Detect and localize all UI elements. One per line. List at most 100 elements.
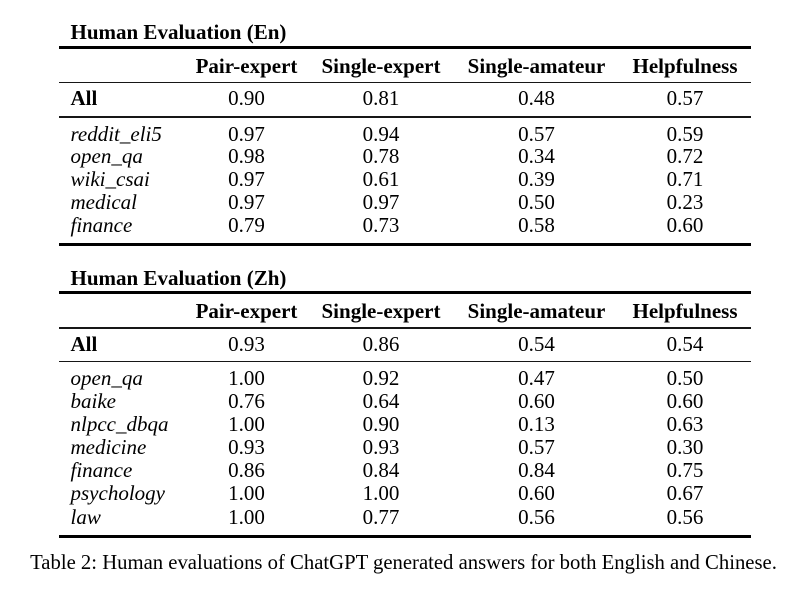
table-en-allrule: [58, 116, 751, 119]
cell-value: 0.57: [518, 435, 555, 460]
table-en-header-pair-expert: Pair-expert: [195, 53, 298, 78]
table-en-row-medical: medical 0.97 0.97 0.50 0.23: [58, 190, 751, 215]
table-zh-row-all: All 0.93 0.86 0.54 0.54: [58, 331, 751, 357]
cell-value: 0.77: [362, 504, 400, 529]
table-en-toprule: [58, 45, 751, 49]
row-label: open_qa: [70, 144, 143, 169]
cell-value: 1.00: [228, 412, 265, 437]
cell-value: 0.64: [362, 389, 400, 413]
cell-value: 1.00: [228, 504, 265, 529]
row-label: All: [70, 85, 98, 110]
table-en-row-finance: finance 0.79 0.73 0.58 0.60: [58, 213, 751, 238]
cell-value: 0.50: [518, 190, 555, 215]
cell-value: 0.56: [518, 504, 555, 529]
cell-value: 0.57: [518, 121, 555, 146]
cell-value: 0.47: [518, 365, 555, 390]
table-zh-allrule: [58, 360, 751, 363]
row-label: baike: [70, 389, 116, 413]
cell-value: 0.54: [518, 331, 555, 356]
cell-value: 0.13: [518, 412, 555, 437]
table-en-midrule: [58, 81, 751, 84]
cell-value: 0.78: [362, 144, 400, 169]
cell-value: 0.79: [228, 213, 265, 237]
row-label: wiki_csai: [70, 167, 150, 192]
cell-value: 0.60: [518, 389, 555, 413]
row-label: medical: [70, 190, 137, 215]
cell-value: 0.48: [518, 85, 555, 110]
cell-value: 0.67: [666, 481, 704, 506]
cell-value: 0.76: [228, 389, 265, 413]
cell-value: 0.63: [666, 412, 704, 437]
table-caption: Table 2: Human evaluations of ChatGPT ge…: [30, 551, 777, 574]
row-label: finance: [70, 213, 133, 237]
cell-value: 0.73: [362, 213, 400, 237]
cell-value: 0.97: [228, 167, 265, 192]
table-zh-toprule: [58, 291, 751, 294]
table-en-header-row: Pair-expert Single-expert Single-amateur…: [58, 53, 751, 79]
table-zh-header-single-amateur: Single-amateur: [467, 298, 606, 323]
cell-value: 0.23: [666, 190, 704, 215]
cell-value: 0.50: [666, 365, 704, 390]
cell-value: 0.60: [666, 389, 704, 413]
table-zh-row-baike: baike 0.76 0.64 0.60 0.60: [58, 389, 751, 414]
table-zh-midrule: [58, 327, 751, 329]
table-en-row-reddit-eli5: reddit_eli5 0.97 0.94 0.57 0.59: [58, 121, 751, 147]
table-en-header-single-expert: Single-expert: [321, 53, 441, 78]
cell-value: 0.97: [228, 190, 265, 215]
cell-value: 0.71: [666, 167, 704, 192]
cell-value: 0.90: [228, 85, 265, 110]
row-label: finance: [70, 458, 133, 483]
cell-value: 0.97: [228, 121, 265, 146]
row-label: psychology: [70, 481, 165, 506]
cell-value: 0.72: [666, 144, 704, 169]
row-label: All: [70, 331, 98, 356]
table-en-header-helpfulness: Helpfulness: [632, 53, 738, 78]
cell-value: 0.84: [362, 458, 400, 483]
cell-value: 1.00: [228, 481, 265, 506]
cell-value: 0.94: [362, 121, 400, 146]
cell-value: 0.98: [228, 144, 265, 169]
table-zh-header-pair-expert: Pair-expert: [195, 298, 298, 323]
cell-value: 0.39: [518, 167, 555, 192]
table-en-row-open-qa: open_qa 0.98 0.78 0.34 0.72: [58, 145, 751, 169]
cell-value: 0.84: [518, 458, 555, 483]
row-label: nlpcc_dbqa: [70, 412, 169, 437]
table-zh-row-psychology: psychology 1.00 1.00 0.60 0.67: [58, 482, 751, 506]
cell-value: 0.81: [362, 85, 400, 110]
row-label: law: [70, 504, 101, 529]
cell-value: 0.86: [362, 331, 400, 356]
row-label: open_qa: [70, 365, 143, 390]
cell-value: 0.86: [228, 458, 265, 483]
cell-value: 0.57: [666, 85, 704, 110]
row-label: medicine: [70, 435, 147, 460]
cell-value: 0.56: [666, 504, 704, 529]
cell-value: 0.90: [362, 412, 400, 437]
table-zh-row-finance: finance 0.86 0.84 0.84 0.75: [58, 459, 751, 483]
cell-value: 0.58: [518, 213, 555, 237]
cell-value: 0.30: [666, 435, 704, 460]
cell-value: 0.34: [518, 144, 555, 169]
cell-value: 0.97: [362, 190, 400, 215]
cell-value: 0.75: [666, 458, 704, 483]
table-en-row-all: All 0.90 0.81 0.48 0.57: [58, 85, 751, 111]
table-en-bottomrule: [58, 242, 751, 246]
cell-value: 0.61: [362, 167, 400, 192]
row-label: reddit_eli5: [70, 121, 162, 146]
table-zh-row-law: law 1.00 0.77 0.56 0.56: [58, 504, 751, 530]
cell-value: 0.93: [228, 331, 265, 356]
cell-value: 1.00: [362, 481, 400, 506]
cell-value: 0.60: [518, 481, 555, 506]
cell-value: 0.93: [228, 435, 265, 460]
table-zh-row-medicine: medicine 0.93 0.93 0.57 0.30: [58, 435, 751, 460]
table-zh-row-nlpcc-dbqa: nlpcc_dbqa 1.00 0.90 0.13 0.63: [58, 412, 751, 437]
table-zh-row-open-qa: open_qa 1.00 0.92 0.47 0.50: [58, 365, 751, 391]
table-en-row-wiki-csai: wiki_csai 0.97 0.61 0.39 0.71: [58, 168, 751, 192]
table-en-title: Human Evaluation (En): [70, 19, 287, 44]
cell-value: 0.59: [666, 121, 704, 146]
table-zh-title: Human Evaluation (Zh): [70, 265, 287, 290]
cell-value: 1.00: [228, 365, 265, 390]
table-zh-header-single-expert: Single-expert: [321, 298, 441, 323]
cell-value: 0.93: [362, 435, 400, 460]
cell-value: 0.54: [666, 331, 704, 356]
